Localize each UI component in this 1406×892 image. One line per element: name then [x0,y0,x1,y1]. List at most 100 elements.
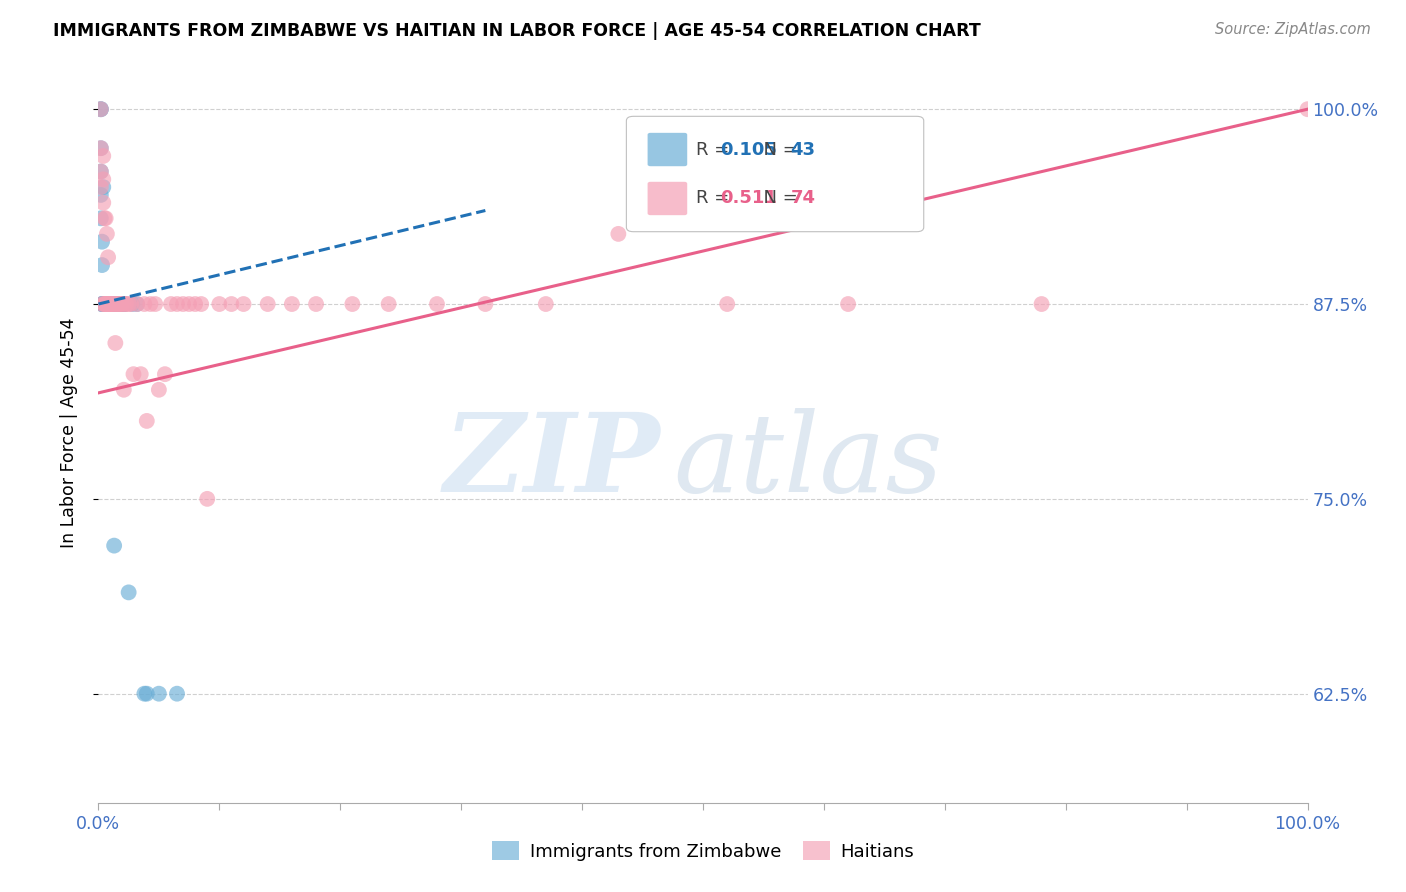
Point [97,297,120,311]
Point [94,297,117,311]
Point [114,297,136,311]
Point [607,227,630,241]
Point [134,687,156,701]
Point [108,297,131,311]
Point [105,297,128,311]
Point [90,180,112,194]
Point [94,297,117,311]
Text: R =: R = [696,189,735,208]
Point [100,297,122,311]
Point [148,383,170,397]
Point [148,687,170,701]
Point [90,141,112,155]
Point [90,102,112,116]
Point [127,297,149,311]
Point [96,297,118,311]
Point [98,297,121,311]
Point [93,297,115,311]
Text: N =: N = [752,189,804,208]
Point [96,297,118,311]
Point [93,297,115,311]
Point [91,235,114,249]
Point [190,297,212,311]
Point [91,180,114,194]
Y-axis label: In Labor Force | Age 45-54: In Labor Force | Age 45-54 [59,318,77,548]
Point [232,297,254,311]
Point [108,297,131,311]
Point [195,491,218,506]
Point [342,297,364,311]
Point [97,250,120,264]
Point [103,539,125,553]
Text: IMMIGRANTS FROM ZIMBABWE VS HAITIAN IN LABOR FORCE | AGE 45-54 CORRELATION CHART: IMMIGRANTS FROM ZIMBABWE VS HAITIAN IN L… [53,22,981,40]
Point [110,297,132,311]
Point [143,297,166,311]
Point [305,297,328,311]
Point [111,297,134,311]
Point [101,297,124,311]
Point [127,297,149,311]
Point [837,297,859,311]
Point [91,172,114,186]
Legend: Immigrants from Zimbabwe, Haitians: Immigrants from Zimbabwe, Haitians [485,834,921,868]
Point [105,297,128,311]
Point [91,297,114,311]
Point [135,687,157,701]
Point [104,297,127,311]
Point [103,297,125,311]
Point [112,297,135,311]
Point [90,102,112,116]
Point [534,297,557,311]
Point [100,297,122,311]
Point [90,188,112,202]
Point [93,211,115,226]
Point [153,367,176,381]
Point [97,297,120,311]
Point [139,297,162,311]
Point [91,258,114,272]
Text: Source: ZipAtlas.com: Source: ZipAtlas.com [1215,22,1371,37]
Point [1296,102,1319,116]
Point [716,297,738,311]
Point [184,297,207,311]
Point [120,297,142,311]
Point [1031,297,1053,311]
Point [96,297,118,311]
Point [135,414,157,428]
Point [96,227,118,241]
Text: 43: 43 [790,141,815,159]
Text: 0.105: 0.105 [720,141,776,159]
Point [108,297,131,311]
Point [100,297,122,311]
Point [96,297,118,311]
Point [93,297,115,311]
Point [90,102,112,116]
Point [108,297,131,311]
Point [160,297,183,311]
Point [101,297,124,311]
Text: N =: N = [752,141,804,159]
Point [98,297,121,311]
Point [93,297,115,311]
Point [90,211,112,226]
Point [474,297,496,311]
Point [179,297,201,311]
Point [91,149,114,163]
Text: atlas: atlas [672,409,942,516]
Point [256,297,278,311]
Point [104,336,127,351]
Point [90,164,112,178]
Point [221,297,243,311]
Point [94,211,117,226]
Point [100,297,122,311]
Point [100,297,122,311]
Point [91,297,114,311]
Text: 0.511: 0.511 [720,189,776,208]
Point [97,297,120,311]
Point [114,297,136,311]
Point [122,367,145,381]
Point [101,297,124,311]
Point [91,195,114,210]
Point [112,383,135,397]
Point [107,297,129,311]
